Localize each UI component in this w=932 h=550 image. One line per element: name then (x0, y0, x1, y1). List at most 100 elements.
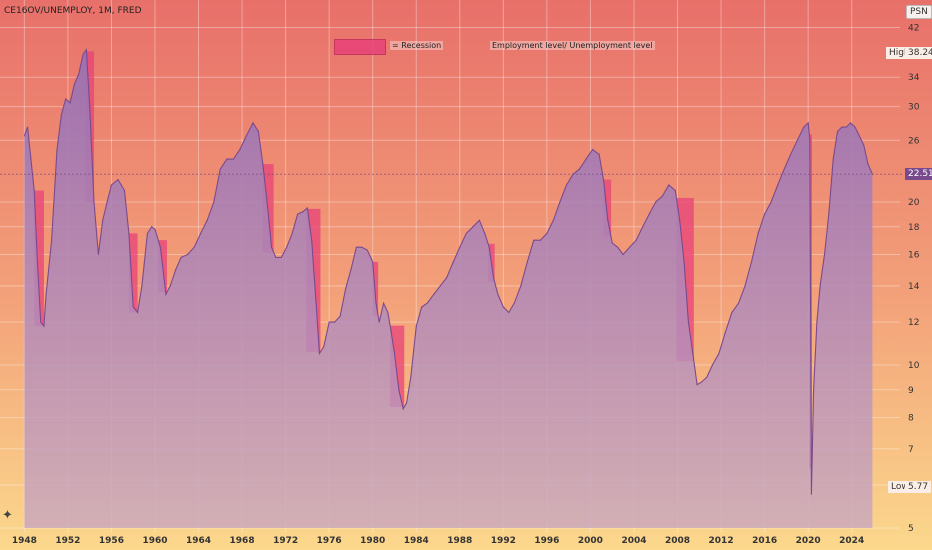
data-point (398, 389, 400, 391)
data-point (692, 352, 694, 355)
data-point (770, 201, 772, 203)
data-point (452, 261, 454, 263)
data-point (159, 246, 162, 248)
data-point (187, 253, 189, 256)
data-point (366, 249, 368, 251)
x-tick-label: 2000 (578, 536, 603, 546)
data-point (213, 201, 215, 203)
data-point (252, 122, 254, 124)
data-point (180, 256, 182, 259)
data-point (123, 189, 126, 192)
x-tick-label: 1992 (491, 536, 516, 546)
data-point (102, 219, 104, 221)
data-point (128, 232, 130, 235)
chart-title: CE16OV/UNEMPLOY, 1M, FRED (4, 6, 142, 16)
data-point (635, 239, 637, 241)
data-point (390, 331, 392, 333)
data-point (402, 408, 404, 410)
data-point (683, 261, 685, 263)
y-tick-label: 42 (908, 24, 919, 34)
data-point (836, 130, 839, 133)
x-tick-label: 2012 (709, 536, 734, 546)
data-point (117, 178, 119, 181)
data-point (602, 178, 605, 181)
data-point (239, 148, 241, 151)
tradingview-logo-icon: ✦ (2, 508, 13, 523)
y-tick-label: 9 (908, 386, 914, 396)
data-point (291, 232, 293, 235)
data-point (465, 232, 467, 235)
data-point (226, 158, 228, 160)
data-point (796, 139, 798, 141)
data-point (559, 201, 561, 203)
y-tick-label: 14 (908, 282, 920, 292)
data-point (393, 352, 396, 355)
data-point (219, 168, 221, 170)
x-tick-label: 1948 (12, 536, 37, 546)
data-point (648, 213, 650, 215)
data-point (841, 126, 843, 128)
data-point (816, 321, 818, 323)
recession-legend-label: = Recession (390, 41, 444, 50)
data-point (73, 83, 76, 85)
data-point (56, 148, 58, 151)
data-point (655, 201, 657, 203)
data-point (854, 126, 856, 128)
series-line (23, 48, 873, 495)
data-point (750, 261, 753, 263)
data-point (151, 226, 153, 228)
x-axis: 1948 1952 1956 1960 1964 1968 1972 1976 1980 1984… (12, 536, 864, 546)
data-point (533, 239, 535, 241)
data-point (69, 102, 71, 104)
data-point (823, 253, 826, 256)
x-tick-label: 1976 (317, 536, 342, 546)
data-point (334, 321, 336, 323)
scale-badge[interactable]: PSN (906, 5, 932, 19)
last-value-tag: 22.51 (905, 168, 932, 180)
data-point (598, 153, 600, 155)
data-point (828, 213, 830, 215)
data-point (629, 246, 631, 248)
data-point (459, 246, 461, 248)
recession-band (34, 190, 44, 327)
data-point (497, 293, 499, 296)
data-point (93, 201, 95, 203)
data-point (302, 211, 304, 213)
data-point (783, 168, 785, 170)
data-point (266, 201, 268, 203)
data-point (819, 285, 821, 287)
data-point (520, 285, 522, 287)
data-point (706, 376, 708, 378)
y-tick-label: 34 (908, 73, 920, 83)
data-point (832, 158, 834, 160)
data-point (296, 213, 299, 215)
data-point (154, 228, 156, 231)
data-point (97, 253, 99, 256)
data-point (472, 226, 474, 228)
recession-legend-swatch (334, 39, 386, 55)
data-point (372, 261, 374, 263)
data-point (858, 135, 860, 137)
data-point (136, 311, 139, 314)
data-point (43, 325, 45, 327)
data-point (484, 232, 486, 235)
data-point (661, 195, 663, 197)
data-point (132, 306, 134, 308)
data-point (280, 256, 282, 259)
data-point (50, 239, 53, 241)
data-point (27, 126, 29, 128)
data-point (790, 153, 792, 155)
data-point (275, 256, 277, 259)
data-point (60, 114, 62, 116)
x-tick-label: 2024 (839, 536, 864, 546)
data-point (810, 493, 813, 495)
data-point (328, 321, 330, 323)
data-point (350, 269, 352, 271)
x-tick-label: 1980 (360, 536, 385, 546)
data-point (232, 158, 234, 160)
data-point (410, 376, 412, 378)
data-point (375, 302, 377, 304)
data-point (492, 277, 495, 279)
data-point (812, 389, 815, 391)
